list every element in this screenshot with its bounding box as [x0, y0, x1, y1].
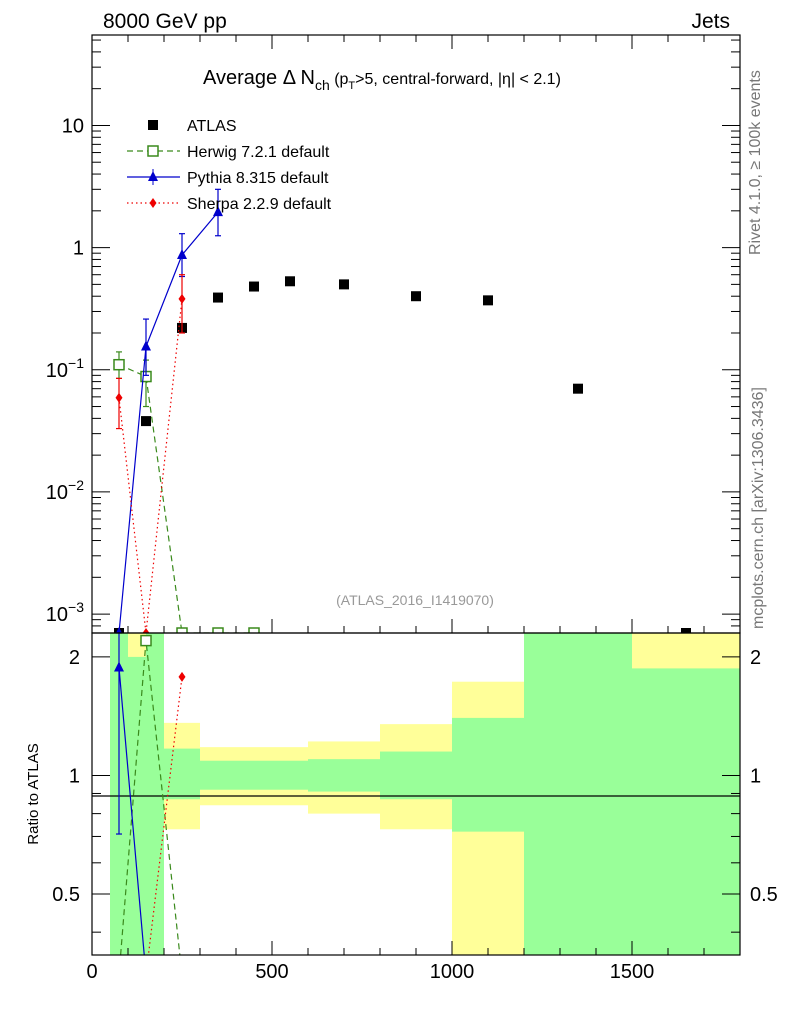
legend-marker-herwig	[147, 145, 159, 157]
header-left: 8000 GeV pp	[103, 10, 227, 33]
legend-entry-herwig: Herwig 7.2.1 default	[127, 144, 330, 161]
y-tick-label-ratio-right-1: 1	[750, 765, 761, 787]
y-tick-label-main-3: 10−2	[46, 477, 84, 504]
band-green-2	[146, 633, 164, 955]
band-green-3	[164, 748, 200, 800]
y-tick-label-ratio-right-0: 2	[750, 647, 761, 669]
band-green-1	[128, 656, 146, 955]
analysis-id: (ATLAS_2016_I1419070)	[336, 592, 494, 608]
point-herwig-4	[248, 627, 260, 633]
legend-entry-atlas: ATLAS	[148, 118, 237, 135]
y-tick-label-ratio-0: 2	[69, 647, 80, 669]
point-herwig-0	[113, 358, 125, 371]
line-herwig	[118, 364, 254, 633]
band-green-6	[380, 751, 452, 800]
legend-label-atlas: ATLAS	[187, 118, 237, 135]
chart-title: Average Δ Nch (pT>5, central-forward, |η…	[203, 67, 561, 93]
ratio-herwig	[120, 634, 181, 955]
band-green-8	[524, 633, 632, 955]
x-tick-label-1: 500	[255, 961, 288, 983]
legend-label-pythia: Pythia 8.315 default	[187, 170, 329, 187]
point-atlas-10	[681, 628, 691, 633]
y-tick-label-ratio-right-2: 0.5	[750, 884, 778, 906]
x-tick-label-3: 1500	[610, 961, 655, 983]
legend-entry-pythia: Pythia 8.315 default	[127, 169, 329, 187]
axis-ticks	[91, 35, 741, 955]
legend-marker-pythia	[148, 171, 158, 181]
ratio-point-sherpa-0	[178, 671, 186, 682]
legend-label-herwig: Herwig 7.2.1 default	[187, 144, 330, 161]
legend-marker-atlas	[148, 120, 158, 130]
point-sherpa-1	[142, 628, 150, 633]
ratio-line-herwig	[120, 640, 181, 955]
band-green-7	[452, 717, 524, 832]
point-atlas-9	[573, 383, 583, 394]
point-atlas-4	[249, 281, 259, 292]
series-sherpa	[115, 274, 186, 633]
point-pythia-0	[116, 627, 122, 633]
ratio-pythia	[114, 633, 145, 955]
side-label-mcplots: mcplots.cern.ch [arXiv:1306.3436]	[750, 387, 767, 629]
point-pythia-2	[177, 248, 187, 259]
point-herwig-2	[176, 627, 188, 633]
main-series	[113, 188, 691, 633]
band-green-4	[200, 760, 308, 790]
y-tick-label-main-0: 10	[62, 115, 84, 137]
ratio-point-pythia-0	[114, 661, 124, 672]
point-sherpa-0	[115, 392, 123, 403]
point-atlas-3	[213, 292, 223, 303]
series-herwig	[113, 351, 260, 633]
band-green-9	[632, 668, 740, 955]
point-atlas-8	[483, 295, 493, 306]
ratio-bands	[110, 633, 740, 955]
errbar-sherpa-0	[116, 377, 122, 430]
point-pythia-3	[213, 206, 223, 217]
band-green-5	[308, 759, 380, 792]
legend-marker-sherpa	[149, 198, 157, 208]
y-tick-label-main-4: 10−3	[46, 599, 84, 626]
legend: ATLAS Herwig 7.2.1 default Pythia 8.315 de…	[127, 118, 332, 213]
y-tick-label-ratio-2: 0.5	[52, 884, 80, 906]
series-pythia	[116, 188, 223, 633]
side-label-rivet: Rivet 4.1.0, ≥ 100k events	[747, 70, 764, 255]
line-sherpa	[118, 298, 183, 633]
point-atlas-6	[339, 279, 349, 290]
header-right: Jets	[691, 10, 730, 33]
point-atlas-5	[285, 276, 295, 287]
y-tick-label-ratio-1: 1	[69, 765, 80, 787]
ratio-axis-label: Ratio to ATLAS	[25, 743, 42, 844]
ratio-sherpa	[147, 671, 186, 955]
point-pythia-1	[141, 340, 151, 351]
point-atlas-7	[411, 291, 421, 302]
series-atlas	[114, 276, 691, 633]
point-atlas-1	[141, 416, 151, 427]
x-tick-label-0: 0	[86, 961, 97, 983]
ratio-series	[114, 633, 186, 955]
y-tick-label-main-2: 10−1	[46, 355, 84, 382]
ratio-line-pythia	[118, 667, 145, 955]
legend-entry-sherpa: Sherpa 2.2.9 default	[127, 196, 332, 213]
axis-tick-labels: 0 500 1000 1500 10 1 10−1 10−2 10−3 2 2 1 1 0.5 0.5	[46, 115, 778, 983]
x-tick-label-2: 1000	[430, 961, 475, 983]
ratio-point-herwig-0	[140, 634, 152, 647]
legend-label-sherpa: Sherpa 2.2.9 default	[187, 196, 332, 213]
y-tick-label-main-1: 1	[73, 238, 84, 260]
point-herwig-3	[212, 627, 224, 633]
line-pythia	[118, 211, 219, 633]
point-sherpa-2	[178, 293, 186, 304]
